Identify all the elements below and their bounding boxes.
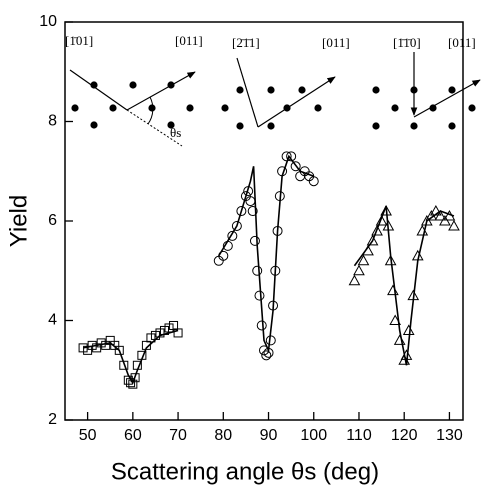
triangle-point (371, 224, 383, 236)
fit-line (353, 205, 455, 366)
y-axis-label: Yield (5, 195, 32, 247)
x-tick-label: 130 (436, 427, 463, 444)
square-point (92, 343, 102, 353)
annotation: [011] (322, 35, 350, 50)
triangle-point (402, 324, 415, 335)
square-point (101, 340, 111, 350)
dotted-line (126, 109, 183, 147)
circle-point (249, 235, 260, 246)
square-point (110, 340, 120, 350)
circle-point (231, 220, 242, 231)
x-axis-label: Scattering angle θs (deg) (111, 458, 379, 485)
square-point (150, 330, 160, 340)
square-point (130, 373, 140, 383)
triangle-point (357, 254, 370, 266)
triangle-point (348, 274, 361, 286)
x-tick-label: 110 (346, 427, 372, 444)
circle-point (256, 320, 267, 331)
y-tick-label: 2 (48, 411, 57, 428)
triangle-point (366, 234, 379, 246)
triangle-point (434, 209, 447, 221)
outgoing-beam (413, 79, 481, 118)
x-tick-label: 100 (300, 427, 327, 444)
circle-point (254, 290, 265, 301)
x-tick-label: 60 (124, 427, 142, 444)
circle-point (227, 230, 238, 241)
annotation: [011] (175, 33, 203, 48)
circle-point (236, 206, 247, 217)
triangle-point (387, 284, 399, 296)
y-tick-label: 6 (48, 212, 57, 229)
y-tick-label: 8 (48, 113, 57, 130)
square-point (128, 379, 138, 389)
outgoing-beam (257, 76, 336, 128)
square-point (169, 320, 179, 330)
square-point (96, 338, 106, 348)
circle-point (290, 161, 301, 172)
fit-line (218, 154, 315, 354)
square-point (164, 323, 174, 333)
incoming-beam (69, 69, 128, 111)
plot-frame (64, 21, 464, 421)
circle-point (261, 350, 272, 361)
outgoing-beam (126, 71, 196, 111)
square-point (105, 335, 115, 345)
x-tick-label: 50 (79, 427, 97, 444)
y-tick-label: 10 (39, 13, 57, 30)
x-tick-label: 70 (169, 427, 187, 444)
square-point (155, 328, 165, 338)
incoming-beam (236, 57, 259, 128)
x-tick-label: 80 (214, 427, 232, 444)
annotation: [1̄01] (65, 33, 93, 48)
circle-point (308, 176, 319, 187)
circle-point (286, 151, 297, 162)
annotation: [1̄1̄0] (393, 35, 421, 50)
triangle-point (375, 214, 388, 226)
triangle-point (384, 254, 397, 266)
circle-point (252, 265, 263, 276)
annotation: [011] (448, 35, 476, 50)
circle-point (247, 206, 258, 217)
atoms (71, 81, 476, 130)
annotation: θs (170, 125, 181, 140)
triangle-point (448, 219, 460, 231)
fit-line (82, 329, 179, 385)
square-point (173, 328, 183, 338)
x-tick-label: 120 (391, 427, 418, 444)
square-point (146, 333, 156, 343)
triangle-point (353, 264, 365, 276)
inset-diagrams (69, 52, 481, 147)
triangle-point (393, 334, 406, 345)
x-tick-label: 90 (260, 427, 278, 444)
annotation: [2̄1̄1] (232, 35, 260, 50)
square-point (114, 345, 124, 355)
y-tick-label: 4 (48, 312, 57, 329)
